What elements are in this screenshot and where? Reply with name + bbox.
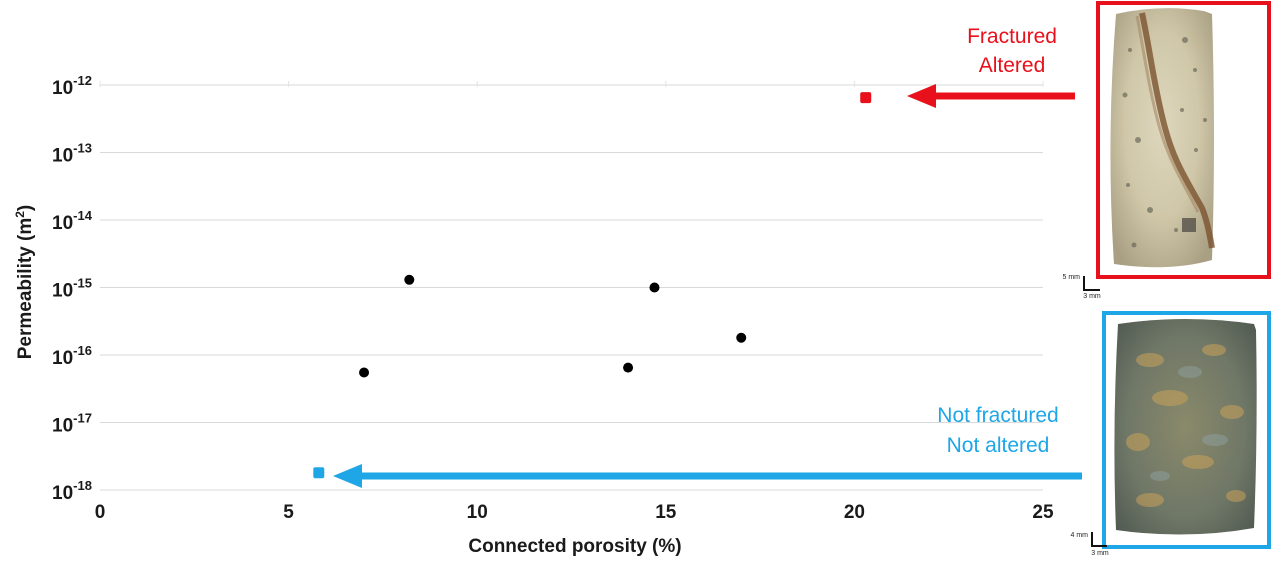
x-tick-label-1: 5 (283, 502, 294, 523)
rock-mottling (1126, 344, 1246, 507)
data-point-s0-2 (623, 362, 634, 373)
fractured-scale-bar: 5 mm 3 mm (1063, 274, 1101, 300)
fracture-vein (1139, 12, 1215, 249)
fractured-arrow-head (907, 84, 936, 108)
not-fractured-scale-horizontal: 3 mm (1091, 550, 1109, 557)
fractured-core-sample-image: 5 mm 3 mm (1063, 1, 1271, 300)
y-tick-base-3: 10 (52, 281, 73, 302)
y-tick-exponent-1: -13 (73, 141, 92, 156)
y-tick-exponent-2: -14 (73, 208, 93, 223)
y-axis-title: Permeability (m2) (13, 205, 36, 360)
not-fractured-scale-bar: 4 mm 3 mm (1071, 532, 1109, 557)
y-tick-base-1: 10 (52, 146, 73, 167)
data-point-s0-3 (649, 282, 660, 293)
fractured-annotation: Fractured Altered (907, 25, 1075, 108)
data-point-s1-0 (860, 92, 872, 104)
data-point-s0-0 (359, 367, 370, 378)
axes (99, 81, 1044, 491)
rock-grey-patches (1150, 366, 1228, 481)
data-point-s0-1 (404, 274, 415, 285)
x-tick-label-5: 25 (1032, 502, 1054, 523)
x-tick-label-3: 15 (655, 502, 677, 523)
y-tick-base-5: 10 (52, 416, 73, 437)
rock-dark-inclusion (1182, 218, 1196, 232)
y-tick-exponent-3: -15 (73, 276, 92, 291)
y-tick-label-3: 10-15 (52, 276, 92, 302)
y-tick-base-6: 10 (52, 483, 73, 504)
rock-pores (1122, 37, 1207, 248)
y-tick-base-4: 10 (52, 348, 73, 369)
not-fractured-label-line2: Not altered (947, 434, 1050, 457)
x-tick-label-4: 20 (844, 502, 865, 523)
y-axis-title-end: ) (15, 205, 36, 211)
y-tick-exponent-4: -16 (73, 343, 92, 358)
y-tick-base-0: 10 (52, 78, 73, 99)
not-fractured-core-sample-image: 4 mm 3 mm (1071, 311, 1271, 557)
y-tick-base-2: 10 (52, 213, 73, 234)
y-tick-label-0: 10-12 (52, 73, 92, 99)
not-fractured-label-line1: Not fractured (937, 404, 1058, 427)
not-fractured-core-body (1114, 319, 1257, 535)
y-axis-title-sup: 2 (13, 211, 27, 218)
y-tick-label-1: 10-13 (52, 141, 92, 167)
fracture-vein-halo (1135, 15, 1200, 213)
data-points (313, 92, 872, 479)
y-tick-label-5: 10-17 (52, 411, 92, 437)
fractured-label-line1: Fractured (967, 25, 1057, 48)
y-tick-label-2: 10-14 (52, 208, 93, 234)
y-tick-label-4: 10-16 (52, 343, 92, 369)
not-fractured-scale-vertical: 4 mm (1071, 532, 1089, 539)
not-fractured-arrow-head (333, 464, 362, 488)
x-tick-label-0: 0 (95, 502, 106, 523)
y-tick-exponent-6: -18 (73, 478, 92, 493)
y-axis-title-base: Permeability (m (15, 218, 36, 360)
data-point-s2-0 (313, 467, 325, 479)
gridlines (100, 84, 1043, 491)
y-tick-exponent-0: -12 (73, 73, 92, 88)
not-fractured-annotation: Not fractured Not altered (333, 404, 1082, 488)
y-tick-label-6: 10-18 (52, 478, 92, 504)
data-point-s0-4 (736, 332, 747, 343)
tick-labels: 0 5 10 15 20 2510-1210-1310-1410-1510-1610-17… (52, 73, 1054, 523)
fractured-label-line2: Altered (979, 54, 1046, 77)
fractured-scale-vertical: 5 mm (1063, 274, 1081, 281)
y-tick-exponent-5: -17 (73, 411, 92, 426)
fractured-scale-horizontal: 3 mm (1083, 293, 1101, 300)
x-axis-title: Connected porosity (%) (468, 536, 681, 557)
x-tick-label-2: 10 (467, 502, 488, 523)
